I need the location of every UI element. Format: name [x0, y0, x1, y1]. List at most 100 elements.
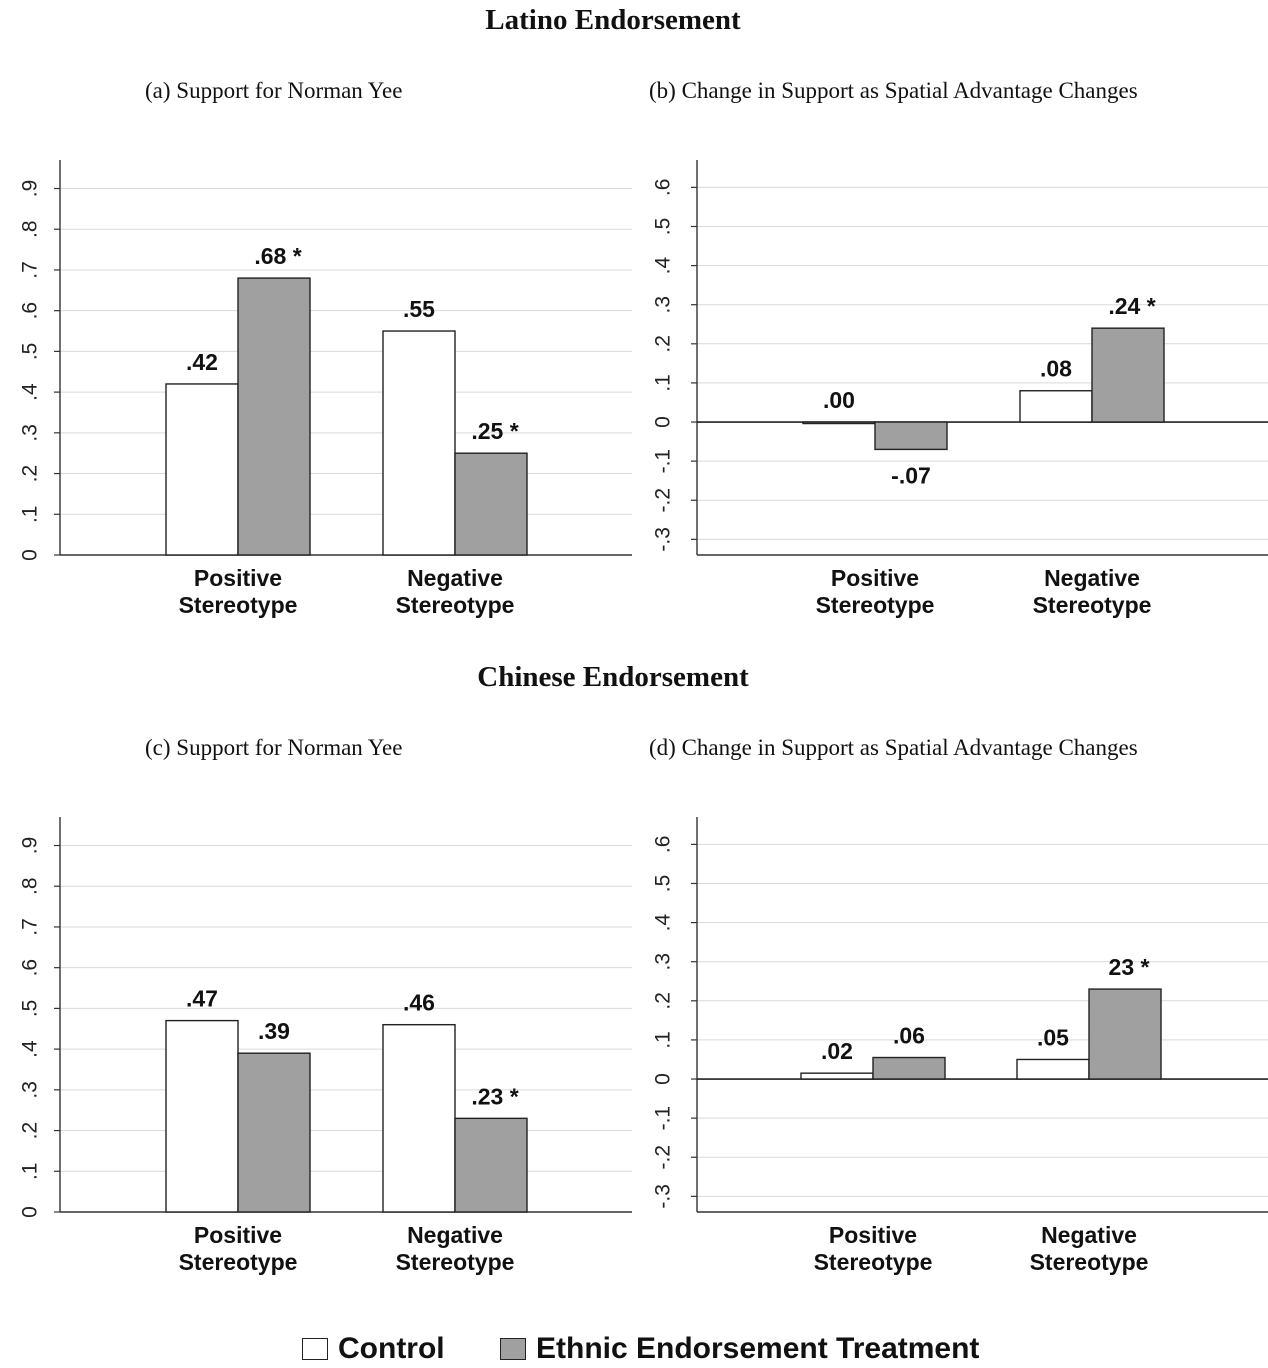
panel-d-title: (d) Change in Support as Spatial Advanta…: [649, 735, 1138, 760]
panel-c-category-label: Stereotype: [179, 1249, 298, 1275]
panel-a-y-tick-label: .8: [19, 220, 42, 238]
chart-canvas: 0.1.2.3.4.5.6.7.8.9.42.68 *PositiveStere…: [19, 160, 1268, 1275]
panel-c-y-tick-label: .5: [19, 1000, 42, 1018]
panel-a-y-tick-label: .3: [19, 424, 42, 442]
panel-a-bar-control-positive: [165, 383, 239, 556]
panel-c-data-label: .39: [258, 1018, 290, 1044]
panel-c-y-tick-label: .9: [19, 837, 42, 855]
panel-b-y-tick-label: .3: [652, 296, 675, 314]
panel-d-y-tick-label: -.1: [652, 1106, 675, 1131]
panel-d-data-label: .06: [893, 1023, 925, 1049]
panel-a-y-tick-label: .7: [19, 261, 42, 279]
panel-a-bar-treatment-positive: [237, 277, 311, 556]
panel-c-bar-control-positive: [165, 1019, 239, 1213]
panel-c-y-tick-label: .1: [19, 1163, 42, 1181]
panel-b-y-tick-label: .5: [652, 218, 675, 236]
panel-a-category-label: Stereotype: [179, 592, 298, 618]
section-title-latino: Latino Endorsement: [485, 4, 741, 36]
panel-a-data-label: .68 *: [254, 243, 301, 269]
panel-d-bar-treatment-negative: [1088, 988, 1162, 1080]
panel-a-data-label: .25 *: [471, 418, 518, 444]
panel-d-y-tick-label: -.3: [652, 1184, 675, 1209]
panel-b-data-label: .08: [1040, 356, 1072, 382]
panel-c-title: (c) Support for Norman Yee: [145, 735, 403, 760]
panel-d-bar-control-negative: [1016, 1058, 1090, 1080]
panel-c-bar-control-negative: [382, 1023, 456, 1213]
panel-d-data-label: 23 *: [1109, 954, 1150, 980]
panel-c-y-tick-label: 0: [19, 1206, 42, 1218]
panel-c-data-label: .46: [403, 990, 435, 1016]
panel-b-y-tick-label: .4: [652, 257, 675, 275]
panel-a-title: (a) Support for Norman Yee: [145, 78, 403, 103]
panel-a-y-tick-label: .9: [19, 180, 42, 198]
panel-b-category-label: Negative: [1044, 565, 1140, 591]
panel-b-bar-control-negative: [1019, 390, 1093, 423]
panel-b-data-label: -.07: [891, 462, 931, 488]
panel-d-y-tick-label: .3: [652, 953, 675, 971]
panel-b-y-tick-label: -.1: [652, 449, 675, 474]
panel-a-bar-treatment-negative: [454, 452, 528, 556]
panel-d-bar-treatment-positive: [872, 1056, 946, 1080]
legend-label-treatment: Ethnic Endorsement Treatment: [536, 1332, 980, 1365]
panel-b-bar-control-positive: [802, 421, 876, 425]
panel-c-y-tick-label: .2: [19, 1122, 42, 1140]
panel-c-y-tick-label: .4: [19, 1040, 42, 1058]
panel-c-data-label: .23 *: [471, 1083, 518, 1109]
panel-d-data-label: .02: [821, 1038, 853, 1064]
panel-b-title: (b) Change in Support as Spatial Advanta…: [649, 78, 1138, 103]
panel-c-category-label: Negative: [407, 1222, 503, 1248]
panel-d-y-tick-label: .5: [652, 875, 675, 893]
legend: Control Ethnic Endorsement Treatment: [0, 1332, 1268, 1368]
panel-a-y-tick-label: .4: [19, 383, 42, 401]
panel-a-y-tick-label: .5: [19, 343, 42, 361]
panel-a-y-tick-label: .1: [19, 506, 42, 524]
panel-c-y-tick-label: .7: [19, 918, 42, 936]
panel-c-bar-treatment-negative: [454, 1117, 528, 1213]
panel-c-data-label: .47: [186, 986, 218, 1012]
legend-item-control: Control: [302, 1332, 445, 1366]
panel-d-data-label: .05: [1037, 1024, 1069, 1050]
section-title-chinese: Chinese Endorsement: [477, 661, 749, 693]
panel-d-category-label: Stereotype: [1030, 1249, 1149, 1275]
panel-a-data-label: .55: [403, 296, 435, 322]
panel-a-y-tick-label: .2: [19, 465, 42, 483]
panel-c-y-tick-label: .3: [19, 1081, 42, 1099]
panel-a-data-label: .42: [186, 349, 218, 375]
panel-b-y-tick-label: -.3: [652, 527, 675, 552]
panel-d-y-tick-label: .6: [652, 836, 675, 854]
legend-swatch-treatment: [500, 1338, 526, 1360]
panel-b-y-tick-label: -.2: [652, 488, 675, 513]
panel-d-y-tick-label: 0: [652, 1073, 675, 1085]
panel-d-y-tick-label: -.2: [652, 1145, 675, 1170]
legend-swatch-control: [302, 1338, 328, 1360]
panel-b-y-tick-label: .6: [652, 179, 675, 197]
panel-b-bar-treatment-positive: [874, 421, 948, 451]
panel-c-y-tick-label: .6: [19, 959, 42, 977]
panel-d-y-tick-label: .2: [652, 992, 675, 1010]
panel-c-bar-treatment-positive: [237, 1052, 311, 1213]
panel-c-category-label: Positive: [194, 1222, 282, 1248]
panel-b-data-label: .00: [823, 387, 855, 413]
panel-d-category-label: Negative: [1041, 1222, 1137, 1248]
panel-c-y-tick-label: .8: [19, 877, 42, 895]
legend-item-treatment: Ethnic Endorsement Treatment: [500, 1332, 979, 1366]
panel-c-category-label: Stereotype: [396, 1249, 515, 1275]
panel-b-category-label: Stereotype: [1033, 592, 1152, 618]
panel-d-y-tick-label: .4: [652, 914, 675, 932]
panel-b-data-label: .24 *: [1108, 293, 1155, 319]
panel-a-category-label: Stereotype: [396, 592, 515, 618]
panel-b-y-tick-label: .2: [652, 335, 675, 353]
panel-d-bar-control-positive: [800, 1072, 874, 1080]
panel-d-category-label: Stereotype: [814, 1249, 933, 1275]
panel-b-y-tick-label: .1: [652, 374, 675, 392]
panel-d-y-tick-label: .1: [652, 1031, 675, 1049]
panel-b-category-label: Positive: [831, 565, 919, 591]
panel-a-bar-control-negative: [382, 330, 456, 556]
panel-a-y-tick-label: .6: [19, 302, 42, 320]
panel-a-category-label: Negative: [407, 565, 503, 591]
panel-a-y-tick-label: 0: [19, 549, 42, 561]
panel-b-y-tick-label: 0: [652, 416, 675, 428]
panel-b-category-label: Stereotype: [816, 592, 935, 618]
panel-a-category-label: Positive: [194, 565, 282, 591]
legend-label-control: Control: [338, 1332, 445, 1365]
